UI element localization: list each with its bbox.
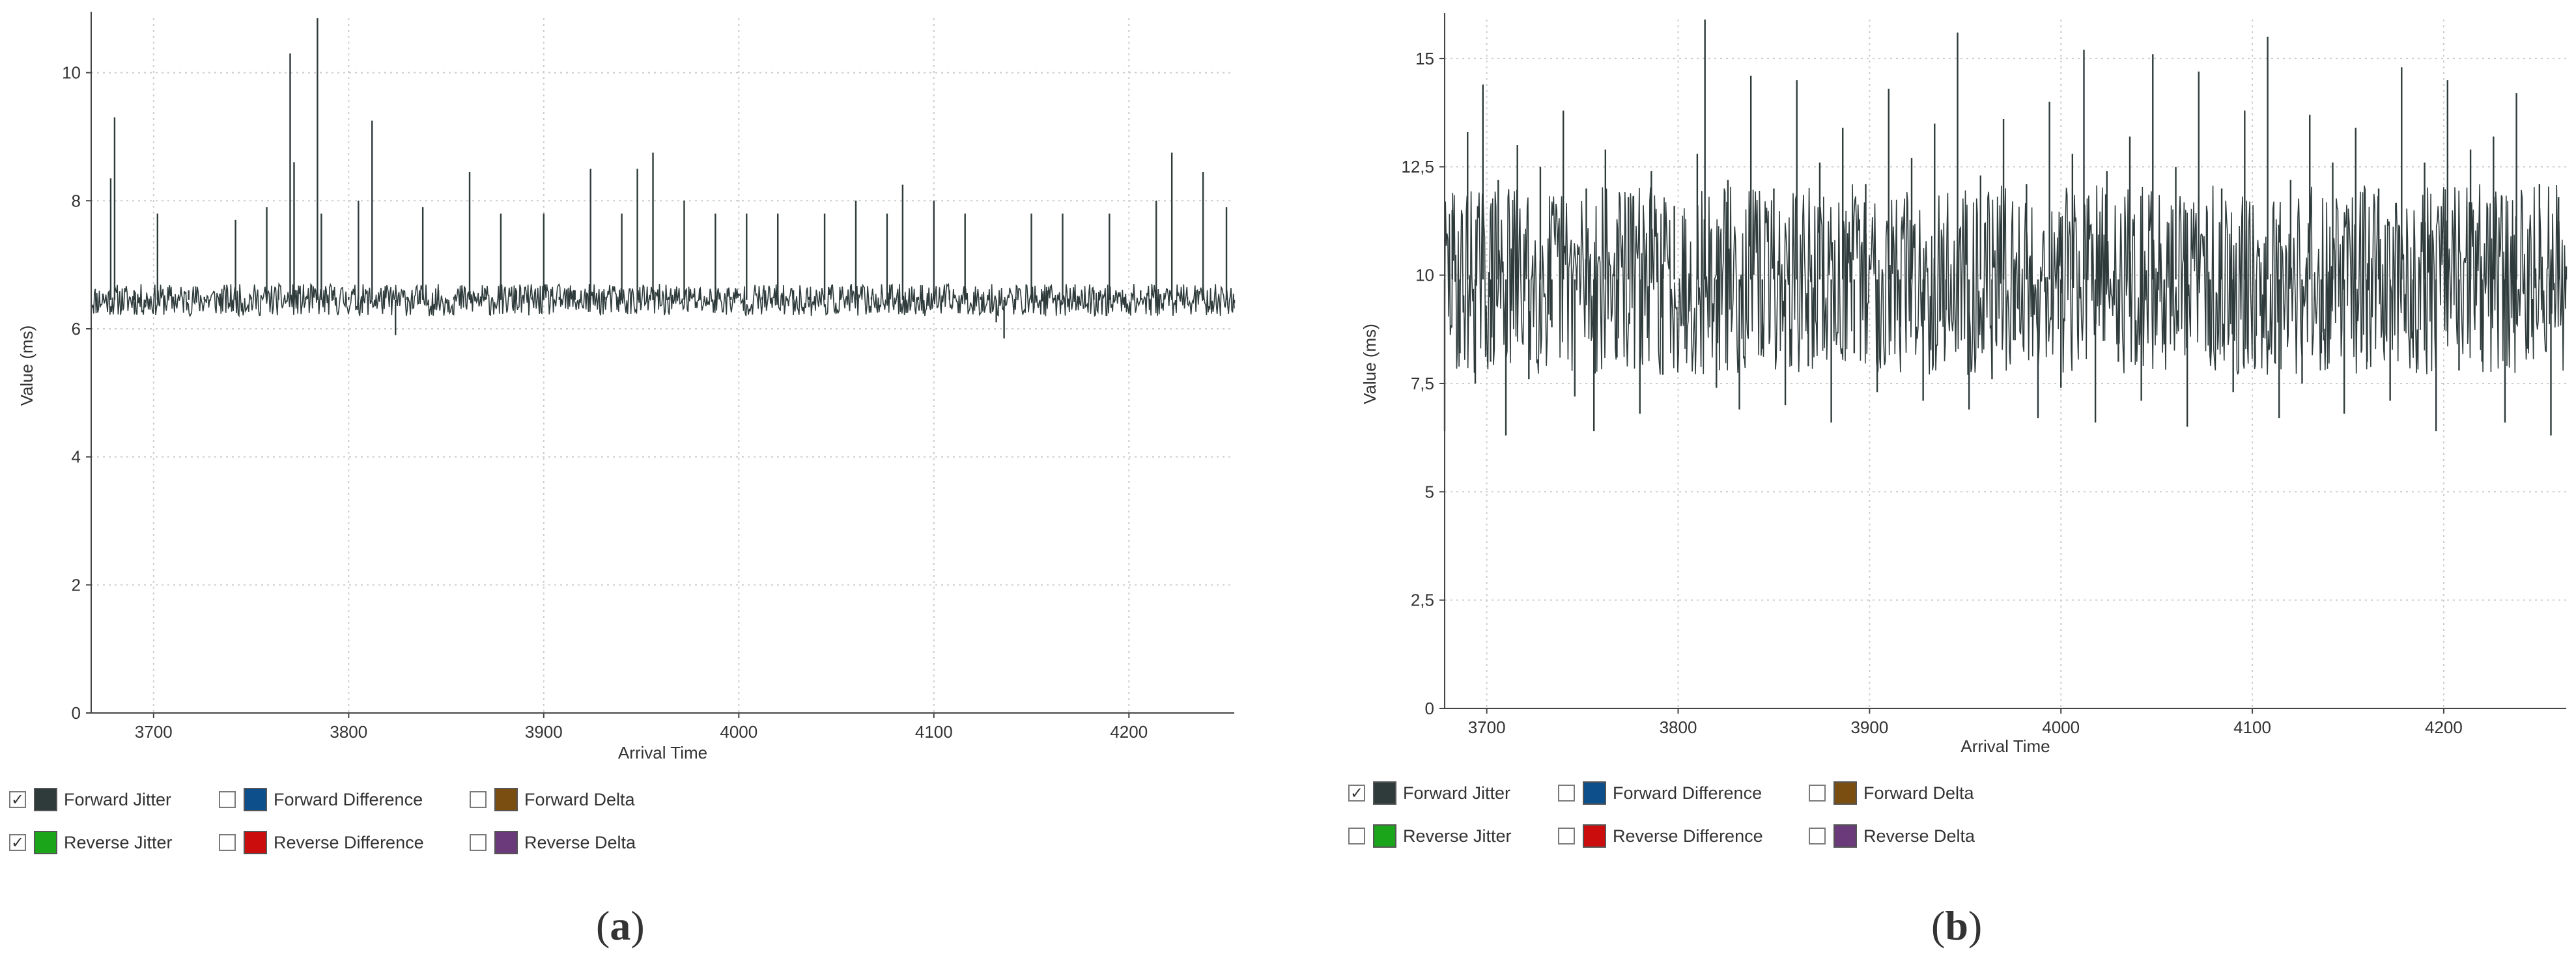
y-tick-label: 4	[72, 447, 81, 467]
color-swatch-reverse-delta	[1833, 824, 1857, 848]
color-swatch-forward-delta	[494, 788, 518, 811]
legend-item-forward-delta[interactable]: Forward Delta	[1809, 781, 2004, 805]
x-tick-label: 4200	[2425, 718, 2463, 737]
legend-item-forward-delta[interactable]: Forward Delta	[470, 788, 665, 811]
checkbox-reverse-delta[interactable]	[1809, 828, 1826, 844]
legend-label-reverse-difference: Reverse Difference	[274, 832, 424, 852]
checkbox-reverse-jitter[interactable]	[1348, 828, 1365, 844]
checkbox-forward-jitter[interactable]: ✓	[1348, 785, 1365, 802]
x-tick-label: 3700	[135, 722, 173, 742]
x-tick-label: 4000	[720, 722, 757, 742]
x-tick-label: 4200	[1110, 722, 1148, 742]
y-tick-label: 2	[72, 575, 81, 594]
series-noise-trace	[91, 282, 1235, 318]
legend-item-forward-difference[interactable]: Forward Difference	[1558, 781, 1809, 805]
y-tick-label: 0	[1425, 699, 1434, 718]
legend-item-forward-difference[interactable]: Forward Difference	[219, 788, 470, 811]
legend-label-reverse-jitter: Reverse Jitter	[64, 832, 173, 852]
legend-item-reverse-difference[interactable]: Reverse Difference	[219, 831, 470, 854]
y-tick-label: 10	[62, 63, 81, 83]
legend-label-forward-delta: Forward Delta	[524, 789, 635, 809]
legend-item-reverse-jitter[interactable]: Reverse Jitter	[1348, 824, 1558, 848]
grid	[1445, 20, 2566, 709]
color-swatch-reverse-jitter	[1373, 824, 1396, 848]
series-noise-trace	[1444, 184, 2567, 376]
series-forward-jitter	[102, 18, 1236, 339]
x-tick-label: 3800	[330, 722, 367, 742]
x-tick-label: 4100	[915, 722, 953, 742]
checkbox-reverse-jitter[interactable]: ✓	[9, 834, 26, 851]
checkbox-forward-jitter[interactable]: ✓	[9, 791, 26, 808]
checkbox-forward-difference[interactable]	[1558, 785, 1575, 802]
series-forward-jitter	[1443, 20, 2568, 436]
legend-label-forward-jitter: Forward Jitter	[1403, 783, 1511, 803]
y-tick-label: 6	[72, 319, 81, 339]
color-swatch-forward-jitter	[1373, 781, 1396, 805]
color-swatch-forward-difference	[1583, 781, 1606, 805]
x-axis-title: Arrival Time	[618, 743, 707, 762]
legend-label-reverse-difference: Reverse Difference	[1613, 826, 1763, 846]
color-swatch-forward-delta	[1833, 781, 1857, 805]
legend-label-forward-jitter: Forward Jitter	[64, 789, 172, 809]
y-tick-label: 5	[1425, 482, 1434, 501]
y-tick-label: 8	[72, 191, 81, 210]
legend-label-forward-delta: Forward Delta	[1863, 783, 1974, 803]
checkbox-reverse-difference[interactable]	[219, 834, 236, 851]
grid	[91, 18, 1234, 714]
x-tick-label: 4000	[2042, 718, 2080, 737]
caption-b: (b)	[1931, 902, 1983, 949]
y-tick-label: 2,5	[1411, 591, 1434, 610]
legend-item-reverse-delta[interactable]: Reverse Delta	[1809, 824, 2004, 848]
caption-a: (a)	[596, 902, 645, 949]
checkbox-forward-difference[interactable]	[219, 791, 236, 808]
chart-panel-a: 3700 3800 3900 4000 4100 4200 0 2 4 6 8 10 Arrival T…	[0, 0, 1286, 963]
legend-item-forward-jitter[interactable]: ✓ Forward Jitter	[1348, 781, 1558, 805]
legend-item-reverse-jitter[interactable]: ✓ Reverse Jitter	[9, 831, 219, 854]
color-swatch-reverse-difference	[244, 831, 267, 854]
checkbox-forward-delta[interactable]	[1809, 785, 1826, 802]
checkbox-forward-delta[interactable]	[470, 791, 487, 808]
legend-label-forward-difference: Forward Difference	[274, 789, 423, 809]
legend-item-forward-jitter[interactable]: ✓ Forward Jitter	[9, 788, 219, 811]
legend-label-reverse-delta: Reverse Delta	[524, 832, 636, 852]
legend-item-reverse-delta[interactable]: Reverse Delta	[470, 831, 665, 854]
checkbox-reverse-delta[interactable]	[470, 834, 487, 851]
color-swatch-reverse-delta	[494, 831, 518, 854]
x-tick-label: 3900	[1850, 718, 1888, 737]
y-tick-label: 10	[1415, 266, 1434, 285]
legend-b: ✓ Forward Jitter Forward Difference Forward…	[1348, 781, 2004, 848]
y-tick-label: 15	[1415, 49, 1434, 68]
x-tick-label: 4100	[2233, 718, 2271, 737]
y-tick-label: 0	[72, 703, 81, 723]
x-tick-label: 3700	[1468, 718, 1506, 737]
y-tick-label: 12,5	[1401, 157, 1434, 176]
chart-panel-b: 3700 3800 3900 4000 4100 4200 0 2,5 5 7,5 10 12,5 15…	[1329, 0, 2576, 963]
y-tick-label: 7,5	[1411, 374, 1434, 393]
color-swatch-reverse-jitter	[34, 831, 57, 854]
x-tick-label: 3900	[525, 722, 563, 742]
color-swatch-reverse-difference	[1583, 824, 1606, 848]
chart-b-svg: 3700 3800 3900 4000 4100 4200 0 2,5 5 7,5 10 12,5 15…	[1360, 13, 2568, 756]
chart-a-svg: 3700 3800 3900 4000 4100 4200 0 2 4 6 8 10 Arrival T…	[17, 12, 1236, 762]
color-swatch-forward-jitter	[34, 788, 57, 811]
legend-label-reverse-delta: Reverse Delta	[1863, 826, 1975, 846]
checkbox-reverse-difference[interactable]	[1558, 828, 1575, 844]
legend-label-forward-difference: Forward Difference	[1613, 783, 1762, 803]
x-tick-label: 3800	[1660, 718, 1697, 737]
x-axis-title: Arrival Time	[1960, 736, 2050, 756]
y-axis-title: Value (ms)	[1360, 324, 1380, 404]
legend-label-reverse-jitter: Reverse Jitter	[1403, 826, 1512, 846]
legend-a: ✓ Forward Jitter Forward Difference Forward…	[9, 788, 665, 854]
y-axis-title: Value (ms)	[17, 326, 36, 406]
legend-item-reverse-difference[interactable]: Reverse Difference	[1558, 824, 1809, 848]
color-swatch-forward-difference	[244, 788, 267, 811]
